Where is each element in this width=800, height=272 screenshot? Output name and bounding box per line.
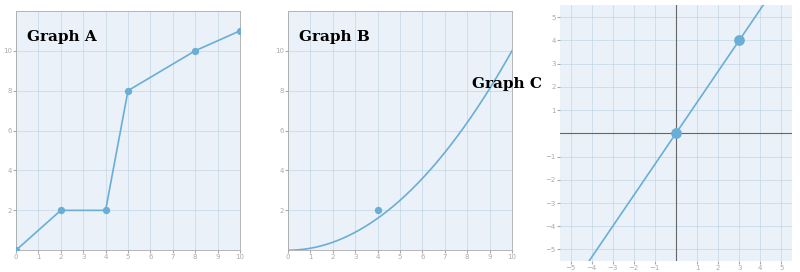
Point — [10, 248, 22, 252]
Point — [733, 38, 746, 42]
Text: Graph C: Graph C — [472, 77, 542, 91]
Point — [122, 88, 134, 93]
Point — [670, 131, 682, 135]
Point — [99, 208, 112, 212]
Point — [189, 49, 202, 53]
Point — [234, 29, 246, 33]
Point — [371, 208, 384, 212]
Point — [54, 208, 67, 212]
Text: Graph B: Graph B — [299, 30, 370, 44]
Text: Graph A: Graph A — [27, 30, 97, 44]
